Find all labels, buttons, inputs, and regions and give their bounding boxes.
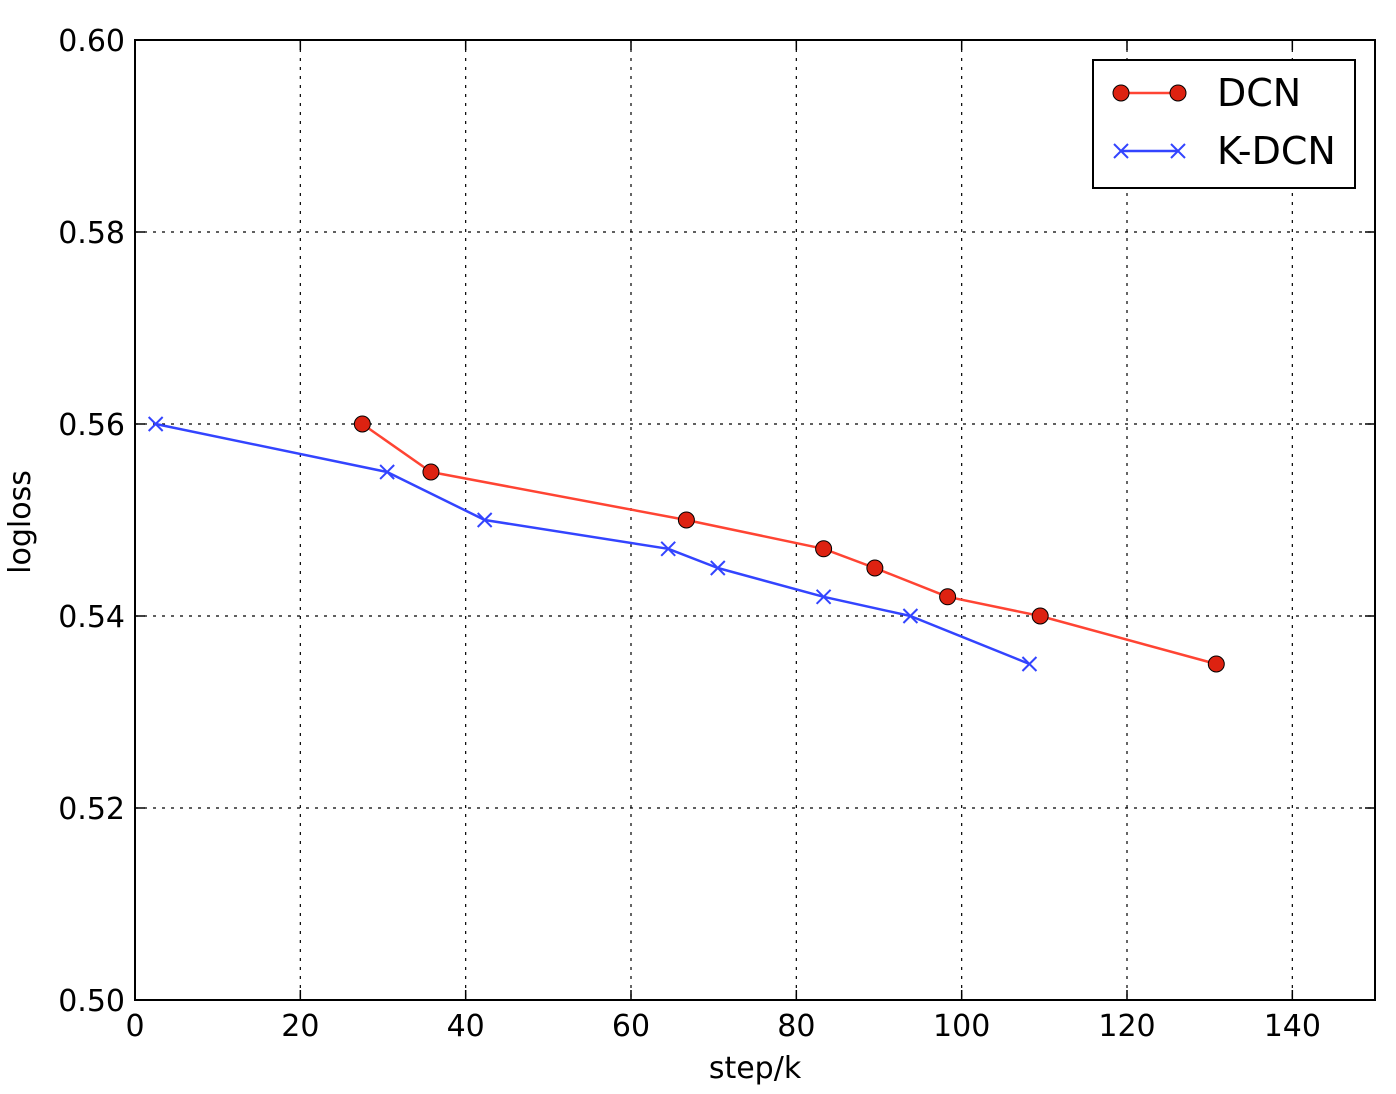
legend-marker-kdcn <box>1170 143 1186 159</box>
y-axis-label: logloss <box>3 470 38 574</box>
data-point-dcn <box>1207 655 1225 673</box>
y-tick-label: 0.60 <box>58 24 125 59</box>
axis-ticks: 0 20 40 60 80 100 120 140 0.50 0.52 0.54 0.56 0.58 0.… <box>58 24 1375 1044</box>
x-tick-label: 80 <box>777 1009 815 1044</box>
data-point-dcn <box>815 540 833 558</box>
data-point-k-dcn <box>902 608 919 624</box>
legend: DCN K-DCN <box>1092 59 1356 189</box>
x-tick-label: 0 <box>125 1009 144 1044</box>
data-point-k-dcn <box>147 416 164 432</box>
data-point-dcn <box>1031 607 1049 625</box>
x-tick-label: 100 <box>933 1009 990 1044</box>
legend-label-dcn: DCN <box>1217 71 1301 115</box>
data-point-dcn <box>866 559 884 577</box>
x-tick-label: 60 <box>612 1009 650 1044</box>
y-tick-label: 0.58 <box>58 216 125 251</box>
series-layer <box>147 415 1225 673</box>
x-axis-label: step/k <box>709 1051 802 1086</box>
data-point-dcn <box>353 415 371 433</box>
y-tick-label: 0.52 <box>58 792 125 827</box>
data-point-k-dcn <box>660 541 676 557</box>
data-point-k-dcn <box>710 560 726 576</box>
legend-marker-kdcn <box>1113 143 1129 159</box>
x-tick-label: 40 <box>447 1009 485 1044</box>
x-tick-label: 20 <box>281 1009 319 1044</box>
data-point-k-dcn <box>815 589 832 605</box>
data-point-dcn <box>677 511 695 529</box>
y-tick-label: 0.54 <box>58 600 125 635</box>
y-tick-label: 0.50 <box>58 984 125 1019</box>
data-point-k-dcn <box>379 464 395 480</box>
data-point-dcn <box>939 588 957 606</box>
x-tick-label: 140 <box>1264 1009 1321 1044</box>
data-point-dcn <box>422 463 440 481</box>
grid <box>135 40 1375 1000</box>
legend-marker-dcn <box>1112 84 1130 102</box>
plot-frame <box>134 39 1376 1001</box>
legend-label-kdcn: K-DCN <box>1217 129 1336 173</box>
legend-box <box>1092 59 1356 189</box>
data-point-k-dcn <box>1021 656 1038 672</box>
legend-marker-dcn <box>1169 84 1187 102</box>
data-point-k-dcn <box>476 512 493 528</box>
x-tick-label: 120 <box>1098 1009 1155 1044</box>
y-tick-label: 0.56 <box>58 408 125 443</box>
series-line-k-dcn <box>155 422 1030 666</box>
series-line-dcn <box>361 422 1217 666</box>
